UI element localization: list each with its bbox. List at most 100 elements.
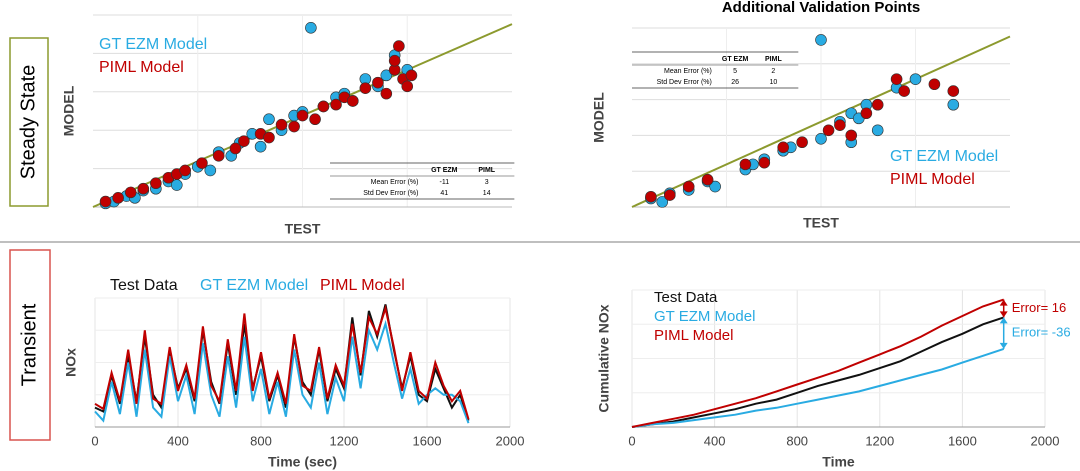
point <box>709 180 721 193</box>
point <box>359 82 372 94</box>
legend-label: Test Data <box>654 289 718 306</box>
point <box>112 192 124 204</box>
legend-label: PIML Model <box>890 171 975 188</box>
point <box>254 140 267 153</box>
x-tick-label: 1200 <box>865 433 894 448</box>
table-row-label: Mean Error (%) <box>371 179 419 186</box>
point <box>288 120 300 133</box>
point <box>388 54 401 67</box>
point <box>179 164 191 177</box>
x-axis-label: Time (sec) <box>268 454 337 470</box>
point <box>380 69 393 82</box>
table-cell: 5 <box>733 68 737 75</box>
point <box>263 131 275 144</box>
table-cell: 41 <box>440 190 448 197</box>
chart-title: Additional Validation Points <box>722 0 920 16</box>
point <box>196 157 208 169</box>
x-axis-label: TEST <box>285 221 321 237</box>
x-tick-label: 0 <box>91 433 98 448</box>
point <box>701 173 714 186</box>
annotation: Error= -36 <box>1012 325 1071 340</box>
point <box>275 118 288 131</box>
table-cell: 14 <box>483 190 491 197</box>
point <box>405 69 418 82</box>
point <box>928 78 941 91</box>
point <box>898 85 910 97</box>
x-tick-label: 400 <box>167 433 189 448</box>
point <box>330 98 342 111</box>
legend-label: PIML Model <box>654 327 733 344</box>
arrow-head <box>999 299 1008 306</box>
point <box>739 158 752 171</box>
point <box>822 124 835 137</box>
point <box>99 195 112 208</box>
point <box>212 150 225 162</box>
legend-label: PIML Model <box>99 59 184 76</box>
point <box>317 100 330 113</box>
point <box>845 129 858 142</box>
point <box>890 73 903 85</box>
point <box>663 189 676 201</box>
point <box>815 133 827 145</box>
legend-label: GT EZM Model <box>99 36 207 53</box>
series-line <box>631 298 1005 428</box>
series-line <box>631 347 1005 428</box>
point <box>238 135 250 147</box>
point <box>204 164 217 177</box>
x-tick-label: 400 <box>704 433 726 448</box>
row-label: Transient <box>18 303 40 386</box>
point <box>909 73 922 85</box>
x-tick-label: 1600 <box>948 433 977 448</box>
point <box>860 107 873 120</box>
table-cell: 26 <box>731 79 739 86</box>
table-row-label: Std Dev Error (%) <box>363 190 418 197</box>
table-cell: 10 <box>769 79 777 86</box>
point <box>137 182 150 195</box>
table-header: GT EZM <box>431 167 458 174</box>
annotation: Error= 16 <box>1012 300 1067 315</box>
point <box>346 95 359 107</box>
point <box>796 136 808 149</box>
x-axis-label: TEST <box>803 215 839 231</box>
series-line <box>631 316 1005 428</box>
point <box>380 87 393 100</box>
point <box>947 85 960 97</box>
point <box>656 196 669 208</box>
point <box>305 21 317 34</box>
diagonal-line <box>631 35 1011 208</box>
x-tick-label: 800 <box>786 433 808 448</box>
point <box>150 177 162 190</box>
table-header: PIML <box>478 167 495 174</box>
y-axis-label: NOx <box>63 348 79 377</box>
y-axis-label: Cumulative NOx <box>596 304 612 412</box>
y-axis-label: MODEL <box>61 85 77 136</box>
table-cell: 2 <box>771 68 775 75</box>
table-cell: -11 <box>439 179 449 186</box>
x-tick-label: 1600 <box>413 433 442 448</box>
table-header: PIML <box>765 56 782 63</box>
x-tick-label: 2000 <box>1031 433 1060 448</box>
row-label-box <box>9 37 49 207</box>
point <box>401 80 414 93</box>
arrow-head <box>999 317 1008 324</box>
point <box>645 190 657 203</box>
point <box>229 142 242 155</box>
point <box>309 113 321 126</box>
point <box>393 40 405 52</box>
table-row-label: Std Dev Error (%) <box>657 79 712 86</box>
point <box>871 124 884 137</box>
point <box>263 113 275 126</box>
point <box>777 141 790 154</box>
legend-label: GT EZM Model <box>654 308 755 325</box>
legend-label: GT EZM Model <box>890 148 998 165</box>
x-tick-label: 0 <box>628 433 635 448</box>
point <box>758 156 771 169</box>
point <box>815 34 827 46</box>
point <box>871 98 884 111</box>
series-line <box>94 304 470 420</box>
point <box>372 76 384 89</box>
legend-label: GT EZM Model <box>200 277 308 294</box>
y-axis-label: MODEL <box>591 92 607 143</box>
point <box>947 98 960 111</box>
